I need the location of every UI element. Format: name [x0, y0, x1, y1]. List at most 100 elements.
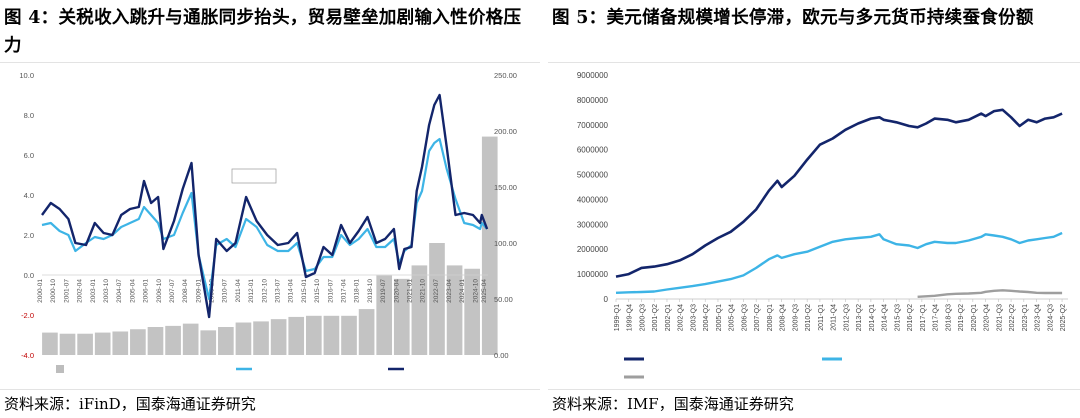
left-axis-tick: 6.0	[24, 151, 34, 160]
y-axis-tick: 6000000	[577, 146, 609, 155]
x-axis-tick: 2015-Q3	[894, 304, 901, 331]
x-axis-tick: 2004-Q2	[703, 304, 710, 331]
x-axis-tick: 2010-07	[222, 279, 229, 303]
figure-5-source: 资料来源：IMF，国泰海通证券研究	[552, 395, 794, 413]
tariff-bar	[376, 275, 393, 355]
eur-line	[615, 231, 1063, 294]
x-axis-tick: 2008-Q1	[767, 304, 774, 331]
y-axis-tick: 5000000	[577, 171, 609, 180]
x-axis-tick: 2021-10	[420, 279, 427, 303]
x-axis-tick: 2005-04	[129, 279, 136, 303]
x-axis-tick: 2006-Q3	[741, 304, 748, 331]
y-axis-tick: 0	[604, 295, 609, 304]
x-axis-tick: 2025-04	[481, 279, 488, 303]
x-axis-tick: 2017-Q4	[933, 304, 940, 331]
figure-4-chart: 10.0 8.0 6.0 4.0 2.0 0.0 -2.0 -4.0 250.00 200.00 1…	[19, 71, 517, 373]
x-axis-tick: 2023-04	[446, 279, 453, 303]
x-axis-tick: 2007-Q2	[754, 304, 761, 331]
tariff-bar	[358, 309, 375, 355]
x-axis-tick: 2011-Q1	[818, 304, 825, 331]
x-axis-tick: 2014-Q1	[869, 304, 876, 331]
right-axis-tick: 100.00	[494, 239, 517, 248]
x-axis-tick: 2012-01	[248, 279, 255, 303]
tariff-bar	[182, 323, 199, 355]
cpi-line	[41, 93, 489, 319]
x-axis-tick: 2019-07	[380, 279, 387, 303]
x-axis-tick: 2018-Q3	[945, 304, 952, 331]
x-axis-tick: 2022-07	[433, 279, 440, 303]
x-axis-tick: 2006-10	[156, 279, 163, 303]
x-axis-tick: 2016-07	[327, 279, 334, 303]
x-axis-tick: 2009-Q3	[792, 304, 799, 331]
rmb-line	[917, 289, 1063, 298]
usd-line	[615, 108, 1063, 278]
x-axis-tick: 2003-Q3	[690, 304, 697, 331]
tariff-bar	[147, 327, 164, 355]
x-axis-tick: 2014-04	[288, 279, 295, 303]
tariff-bar	[411, 265, 428, 355]
x-axis-tick: 2024-10	[472, 279, 479, 303]
tariff-bar	[235, 322, 252, 355]
x-axis-tick: 2010-Q2	[805, 304, 812, 331]
figure-5-plot: 9000000 8000000 7000000 6000000 5000000 40000…	[548, 62, 1080, 390]
x-axis-tick: 2023-Q1	[1022, 304, 1029, 331]
y-axis-tick: 3000000	[577, 220, 609, 229]
x-axis-tick: 2008-04	[182, 279, 189, 303]
figure-4-source: 资料来源：iFinD，国泰海通证券研究	[4, 395, 256, 413]
y-axis-tick: 4000000	[577, 195, 609, 204]
tariff-bar	[253, 321, 269, 355]
x-axis-tick: 2012-Q3	[843, 304, 850, 331]
tariff-bar	[464, 268, 480, 355]
y-axis-tick: 8000000	[577, 96, 609, 105]
x-axis-tick: 2001-07	[63, 279, 70, 303]
x-axis-tick: 2005-Q4	[729, 304, 736, 331]
x-axis-tick: 1999-Q1	[614, 304, 621, 331]
left-axis-tick: 0.0	[24, 271, 34, 280]
figure-4-title: 图 4：关税收入跳升与通胀同步抬头，贸易壁垒加剧输入性价格压力	[4, 8, 522, 56]
x-axis-tick: 2001-Q2	[652, 304, 659, 331]
right-axis-tick: 250.00	[494, 71, 517, 80]
tariff-bar	[323, 315, 340, 355]
x-axis-tick: 2017-Q1	[920, 304, 927, 331]
tariff-bar	[42, 332, 58, 355]
left-axis-tick: -2.0	[21, 311, 34, 320]
right-axis-tick: 50.00	[494, 295, 513, 304]
x-axis-tick: 2003-01	[90, 279, 97, 303]
figure-5-panel: 图 5：美元储备规模增长停滞，欧元与多元货币持续蚕食份额 9000000 8000…	[548, 0, 1080, 418]
y-axis-tick: 9000000	[577, 71, 609, 80]
x-axis-tick: 2006-01	[143, 279, 150, 303]
tariff-bar	[429, 243, 445, 355]
tariff-bar	[341, 315, 357, 355]
x-axis-tick: 2009-01	[195, 279, 202, 303]
x-axis-tick: 2021-Q3	[996, 304, 1003, 331]
x-axis-tick: 2014-Q4	[882, 304, 889, 331]
left-axis-tick: 10.0	[19, 71, 34, 80]
figure-4-panel: 图 4：关税收入跳升与通胀同步抬头，贸易壁垒加剧输入性价格压力 10.0 8.0 6…	[0, 8, 540, 413]
x-axis-tick: 2020-04	[393, 279, 400, 303]
x-axis-tick: 2019-Q2	[958, 304, 965, 331]
x-axis-tick: 2018-01	[354, 279, 361, 303]
y-axis-tick: 2000000	[577, 245, 609, 254]
y-axis-tick: 1000000	[577, 270, 609, 279]
plot-area-tooltip-box	[231, 168, 277, 184]
x-axis-tick: 2015-01	[301, 279, 308, 303]
tariff-bar	[77, 333, 93, 355]
tariff-bar	[94, 332, 111, 355]
figure-5-title: 图 5：美元储备规模增长停滞，欧元与多元货币持续蚕食份额	[552, 8, 1034, 28]
x-axis-tick: 2005-Q1	[716, 304, 723, 331]
figure-5-chart: 9000000 8000000 7000000 6000000 5000000 40000…	[577, 71, 1068, 379]
x-axis-tick: 2012-10	[261, 279, 268, 303]
x-axis-tick: 1999-Q4	[627, 304, 634, 331]
x-axis-tick: 2002-04	[77, 279, 84, 303]
x-axis-tick: 2020-Q1	[971, 304, 978, 331]
x-axis-tick: 2017-04	[340, 279, 347, 303]
x-axis-tick: 2022-Q2	[1009, 304, 1016, 331]
x-axis-tick: 2013-Q2	[856, 304, 863, 331]
tariff-bar	[130, 329, 146, 355]
x-axis-tick: 2020-Q4	[984, 304, 991, 331]
tariff-bar	[305, 315, 322, 355]
left-axis-tick: -4.0	[21, 351, 34, 360]
x-axis-tick: 2016-Q2	[907, 304, 914, 331]
x-axis-tick: 2015-10	[314, 279, 321, 303]
tariff-bar	[288, 316, 305, 355]
